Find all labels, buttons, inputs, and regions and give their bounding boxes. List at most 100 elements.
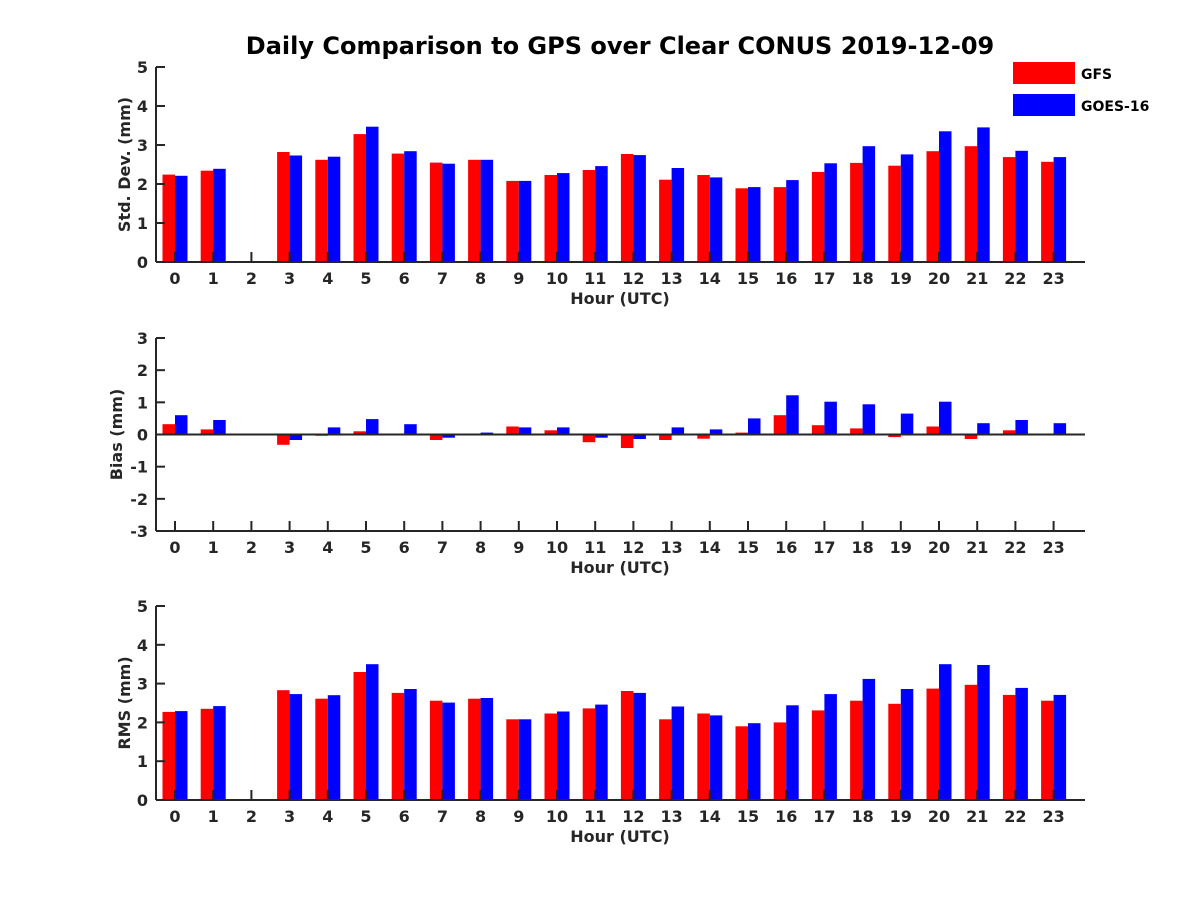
bar-gfs-hour-13 bbox=[659, 179, 672, 262]
x-tick-label: 17 bbox=[813, 807, 835, 826]
x-tick-label: 15 bbox=[737, 269, 759, 288]
bar-gfs-hour-6 bbox=[391, 153, 405, 262]
x-tick-label: 6 bbox=[399, 269, 410, 288]
x-tick-label: 13 bbox=[660, 807, 682, 826]
bar-goes16-hour-15 bbox=[748, 418, 761, 435]
bar-goes16-hour-6 bbox=[404, 151, 417, 262]
bar-goes16-hour-14 bbox=[709, 177, 723, 262]
x-tick-label: 12 bbox=[622, 538, 644, 557]
bar-goes16-hour-16 bbox=[786, 395, 799, 435]
bar-goes16-hour-8 bbox=[480, 159, 494, 262]
bar-goes16-hour-19 bbox=[900, 413, 914, 435]
x-tick-label: 16 bbox=[775, 269, 797, 288]
bar-goes16-hour-5 bbox=[366, 126, 379, 262]
bar-gfs-hour-21 bbox=[964, 684, 978, 800]
bar-goes16-hour-22 bbox=[1015, 687, 1028, 800]
x-tick-label: 20 bbox=[928, 807, 950, 826]
bar-gfs-hour-23 bbox=[1041, 700, 1054, 800]
x-tick-label: 13 bbox=[660, 538, 682, 557]
bar-gfs-hour-1 bbox=[200, 708, 214, 800]
x-tick-label: 10 bbox=[546, 538, 568, 557]
bar-goes16-hour-1 bbox=[213, 168, 226, 262]
bar-goes16-hour-13 bbox=[671, 427, 685, 435]
x-tick-label: 7 bbox=[437, 269, 448, 288]
y-tick-label: 0 bbox=[137, 791, 148, 810]
bar-goes16-hour-10 bbox=[557, 711, 570, 800]
bar-goes16-hour-21 bbox=[977, 423, 990, 435]
y-tick-label: 3 bbox=[137, 329, 148, 348]
bar-gfs-hour-19 bbox=[888, 165, 901, 262]
bar-gfs-hour-17 bbox=[811, 171, 825, 262]
x-tick-label: 3 bbox=[284, 807, 295, 826]
bar-gfs-hour-20 bbox=[926, 426, 939, 435]
bar-goes16-hour-19 bbox=[900, 154, 914, 262]
bar-gfs-hour-9 bbox=[506, 719, 519, 800]
bar-goes16-hour-10 bbox=[557, 427, 570, 435]
y-tick-label: -1 bbox=[130, 458, 148, 477]
bar-gfs-hour-8 bbox=[468, 698, 481, 800]
bar-gfs-hour-4 bbox=[315, 698, 328, 800]
bar-goes16-hour-10 bbox=[557, 173, 570, 262]
x-tick-label: 0 bbox=[169, 807, 180, 826]
y-tick-label: 1 bbox=[137, 752, 148, 771]
bar-gfs-hour-15 bbox=[735, 726, 748, 800]
legend-swatch-goes16 bbox=[1013, 94, 1075, 116]
bar-goes16-hour-21 bbox=[977, 127, 990, 263]
bar-gfs-hour-20 bbox=[926, 151, 939, 262]
x-tick-label: 5 bbox=[360, 538, 371, 557]
y-tick-label: -3 bbox=[130, 522, 148, 541]
bar-goes16-hour-0 bbox=[175, 415, 188, 435]
y-tick-label: 5 bbox=[137, 58, 148, 77]
bar-goes16-hour-23 bbox=[1053, 423, 1067, 435]
bar-goes16-hour-5 bbox=[366, 419, 379, 435]
bar-gfs-hour-9 bbox=[506, 426, 519, 435]
bar-goes16-hour-9 bbox=[518, 427, 532, 435]
bar-gfs-hour-14 bbox=[697, 434, 710, 439]
bar-goes16-hour-23 bbox=[1053, 694, 1067, 800]
bar-gfs-hour-15 bbox=[735, 188, 748, 262]
bar-gfs-hour-5 bbox=[353, 431, 366, 435]
x-tick-label: 4 bbox=[322, 269, 333, 288]
bar-gfs-hour-3 bbox=[277, 690, 290, 800]
x-tick-label: 19 bbox=[890, 807, 912, 826]
y-axis-label: Bias (mm) bbox=[107, 389, 126, 481]
x-tick-label: 8 bbox=[475, 538, 486, 557]
bar-gfs-hour-19 bbox=[888, 703, 901, 800]
x-tick-label: 17 bbox=[813, 538, 835, 557]
bar-gfs-hour-7 bbox=[429, 434, 443, 440]
x-tick-label: 22 bbox=[1004, 269, 1026, 288]
x-tick-label: 2 bbox=[246, 269, 257, 288]
bar-goes16-hour-12 bbox=[633, 692, 646, 800]
y-axis-label: Std. Dev. (mm) bbox=[115, 97, 134, 232]
bar-gfs-hour-12 bbox=[620, 691, 634, 800]
bar-goes16-hour-7 bbox=[442, 163, 455, 262]
y-tick-label: 2 bbox=[137, 361, 148, 380]
y-tick-label: 5 bbox=[137, 597, 148, 616]
bar-gfs-hour-9 bbox=[506, 180, 519, 262]
bar-goes16-hour-4 bbox=[327, 427, 341, 435]
bar-gfs-hour-12 bbox=[620, 154, 634, 262]
bar-goes16-hour-23 bbox=[1053, 157, 1067, 262]
bar-goes16-hour-20 bbox=[939, 131, 952, 262]
bar-gfs-hour-22 bbox=[1002, 694, 1016, 800]
bar-gfs-hour-1 bbox=[200, 170, 214, 262]
bar-goes16-hour-8 bbox=[480, 698, 494, 800]
bar-goes16-hour-18 bbox=[862, 146, 876, 262]
bar-gfs-hour-7 bbox=[429, 162, 443, 262]
bar-gfs-hour-10 bbox=[544, 175, 557, 262]
bar-gfs-hour-13 bbox=[659, 434, 672, 440]
x-tick-label: 21 bbox=[966, 269, 988, 288]
x-tick-label: 4 bbox=[322, 538, 333, 557]
bar-goes16-hour-3 bbox=[289, 434, 303, 440]
bar-goes16-hour-18 bbox=[862, 404, 876, 435]
x-tick-label: 14 bbox=[699, 269, 721, 288]
bar-gfs-hour-19 bbox=[888, 434, 901, 438]
bar-gfs-hour-8 bbox=[468, 159, 481, 262]
bar-goes16-hour-9 bbox=[518, 180, 532, 262]
bar-goes16-hour-7 bbox=[442, 702, 455, 800]
x-axis-label: Hour (UTC) bbox=[570, 289, 670, 308]
x-tick-label: 14 bbox=[699, 807, 721, 826]
bar-goes16-hour-16 bbox=[786, 705, 799, 800]
